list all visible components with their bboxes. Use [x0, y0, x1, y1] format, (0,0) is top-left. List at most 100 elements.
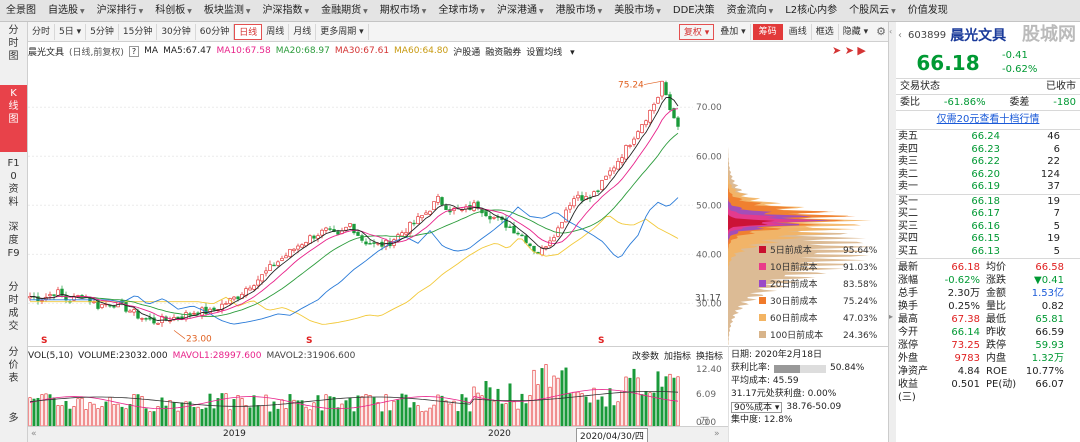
scroll-left-icon[interactable]: «	[31, 429, 37, 439]
nav-caret-icon: ▼	[80, 7, 85, 15]
bids-row[interactable]: 买四 66.15 19	[896, 233, 1080, 246]
nav-item-14[interactable]: L2核心内参	[779, 0, 843, 21]
period-2[interactable]: 5分钟	[86, 23, 119, 40]
nav-item-4[interactable]: 板块监测 ▼	[198, 0, 257, 21]
detail-a: 涨幅	[898, 275, 918, 286]
kline-chart[interactable]: 75.24 23.00 S S S	[28, 60, 728, 345]
bids-label: 买一	[898, 195, 918, 207]
period-4[interactable]: 30分钟	[157, 23, 196, 40]
left-tab-3[interactable]: 深度F9	[0, 219, 27, 276]
volume-bar	[140, 396, 144, 426]
scroll-right-icon[interactable]: »	[714, 429, 720, 439]
stock-name: 晨光文具	[28, 47, 65, 58]
period-8[interactable]: 月线	[289, 23, 317, 40]
candle-body	[316, 235, 320, 239]
panel-collapse-handle[interactable]: ‹ ▸	[888, 22, 896, 442]
volume-value: VOLUME:23032.000	[78, 350, 168, 361]
candle-body	[132, 309, 136, 313]
detail-row: 外盘 9783 内盘 1.32万	[896, 352, 1080, 365]
ma-settings-link[interactable]: 设置均线 ▾	[526, 47, 575, 58]
asks-row[interactable]: 卖一 66.19 37	[896, 181, 1080, 194]
nav-item-2[interactable]: 沪深排行 ▼	[91, 0, 150, 21]
volume-chart[interactable]: 12.40 6.09 0.00万	[28, 364, 728, 426]
volume-bar	[216, 398, 220, 426]
cost-select[interactable]: 90%成本 ▾	[731, 402, 783, 413]
rzrq-link[interactable]: 融资融券	[485, 47, 522, 58]
nav-item-3[interactable]: 科创板 ▼	[149, 0, 198, 21]
huaxian-button[interactable]: 画线	[785, 23, 812, 40]
asks-row[interactable]: 卖二 66.20 124	[896, 169, 1080, 182]
left-tab-0[interactable]: 分时图	[0, 22, 27, 82]
left-tab-4[interactable]: 分时成交	[0, 279, 27, 341]
volume-bar	[616, 401, 620, 426]
change-indicator-button[interactable]: 换指标	[695, 352, 723, 362]
change-params-button[interactable]: 改参数	[631, 352, 659, 362]
chip-cost-range: 38.76-50.09	[786, 402, 842, 412]
nav-item-1[interactable]: 自选股 ▼	[42, 0, 91, 21]
nav-item-13[interactable]: 资金流向 ▼	[721, 0, 780, 21]
nav-item-8[interactable]: 全球市场 ▼	[432, 0, 491, 21]
volume-bar	[204, 407, 208, 426]
overlay-button[interactable]: 叠加 ▾	[716, 23, 751, 40]
detail-c: PE(动)	[986, 379, 1017, 390]
add-indicator-button[interactable]: 加指标	[663, 352, 691, 362]
left-tab-5[interactable]: 分价表	[0, 344, 27, 407]
stock-code: 603899	[908, 29, 947, 41]
candle-body	[204, 306, 208, 315]
candle-body	[296, 245, 300, 250]
promo-link[interactable]: 仅需20元查看十档行情	[936, 114, 1040, 125]
period-5[interactable]: 60分钟	[196, 23, 235, 40]
volume-bar	[240, 398, 244, 426]
nav-item-12[interactable]: DDE决策	[667, 0, 721, 21]
nav-item-16[interactable]: 价值发现	[902, 0, 954, 21]
bids-row[interactable]: 买五 66.13 5	[896, 246, 1080, 259]
nav-item-10[interactable]: 港股市场 ▼	[550, 0, 609, 21]
period-3[interactable]: 15分钟	[119, 23, 158, 40]
nav-item-6[interactable]: 金融期货 ▼	[315, 0, 374, 21]
hgt-link[interactable]: 沪股通	[453, 47, 481, 58]
detail-b: 0.501	[951, 379, 980, 390]
candle-body	[604, 175, 608, 180]
nav-item-label: DDE决策	[672, 4, 715, 16]
candle-body	[644, 120, 648, 126]
period-0[interactable]: 分时	[28, 23, 56, 40]
settings-gear-icon[interactable]: ⚙	[876, 24, 886, 38]
candle-body	[128, 310, 132, 313]
bids-row[interactable]: 买一 66.18 19	[896, 196, 1080, 209]
volume-bar	[472, 386, 476, 426]
legend-swatch	[759, 314, 766, 321]
low-annotation: 23.00	[186, 335, 212, 345]
nav-item-11[interactable]: 美股市场 ▼	[608, 0, 667, 21]
candle-body	[112, 306, 116, 308]
candle-body	[136, 310, 140, 319]
help-icon[interactable]: ?	[128, 45, 140, 57]
prev-stock-icon[interactable]: ‹	[898, 29, 902, 41]
kuangxuan-button[interactable]: 框选	[812, 23, 839, 40]
left-tab-6[interactable]: 多	[0, 410, 27, 442]
period-6[interactable]: 日线	[234, 23, 263, 40]
period-7[interactable]: 周线	[262, 23, 290, 40]
left-tab-2[interactable]: F10资料	[0, 155, 27, 216]
nav-item-7[interactable]: 期权市场 ▼	[374, 0, 433, 21]
detail-b: 67.38	[951, 314, 980, 325]
bids-row[interactable]: 买三 66.16 5	[896, 221, 1080, 234]
bids-row[interactable]: 买二 66.17 7	[896, 208, 1080, 221]
nav-item-9[interactable]: 沪深港通 ▼	[491, 0, 550, 21]
nav-item-0[interactable]: 全景图	[0, 0, 42, 21]
asks-row[interactable]: 卖四 66.23 6	[896, 144, 1080, 157]
chouma-button[interactable]: 筹码	[752, 23, 783, 40]
chip-profit-row: 获利比率: 50.84%	[731, 362, 886, 375]
left-tab-1[interactable]: K线图	[0, 85, 27, 152]
nav-item-15[interactable]: 个股风云 ▼	[843, 0, 902, 21]
ma10-value: MA10:67.58	[216, 46, 271, 56]
asks-row[interactable]: 卖三 66.22 22	[896, 156, 1080, 169]
volume-bar	[196, 406, 200, 426]
period-9[interactable]: 更多周期 ▾	[316, 23, 369, 40]
fuquan-button[interactable]: 复权 ▾	[678, 23, 715, 40]
asks-row[interactable]: 卖五 66.24 46	[896, 131, 1080, 144]
chart-tools-icons[interactable]: ➤ ➤ ▶	[832, 44, 866, 57]
nav-item-5[interactable]: 沪深指数 ▼	[257, 0, 316, 21]
hide-button[interactable]: 隐藏 ▾	[842, 26, 869, 37]
period-1[interactable]: 5日 ▾	[55, 23, 87, 40]
weibi-label: 委比	[900, 97, 920, 108]
